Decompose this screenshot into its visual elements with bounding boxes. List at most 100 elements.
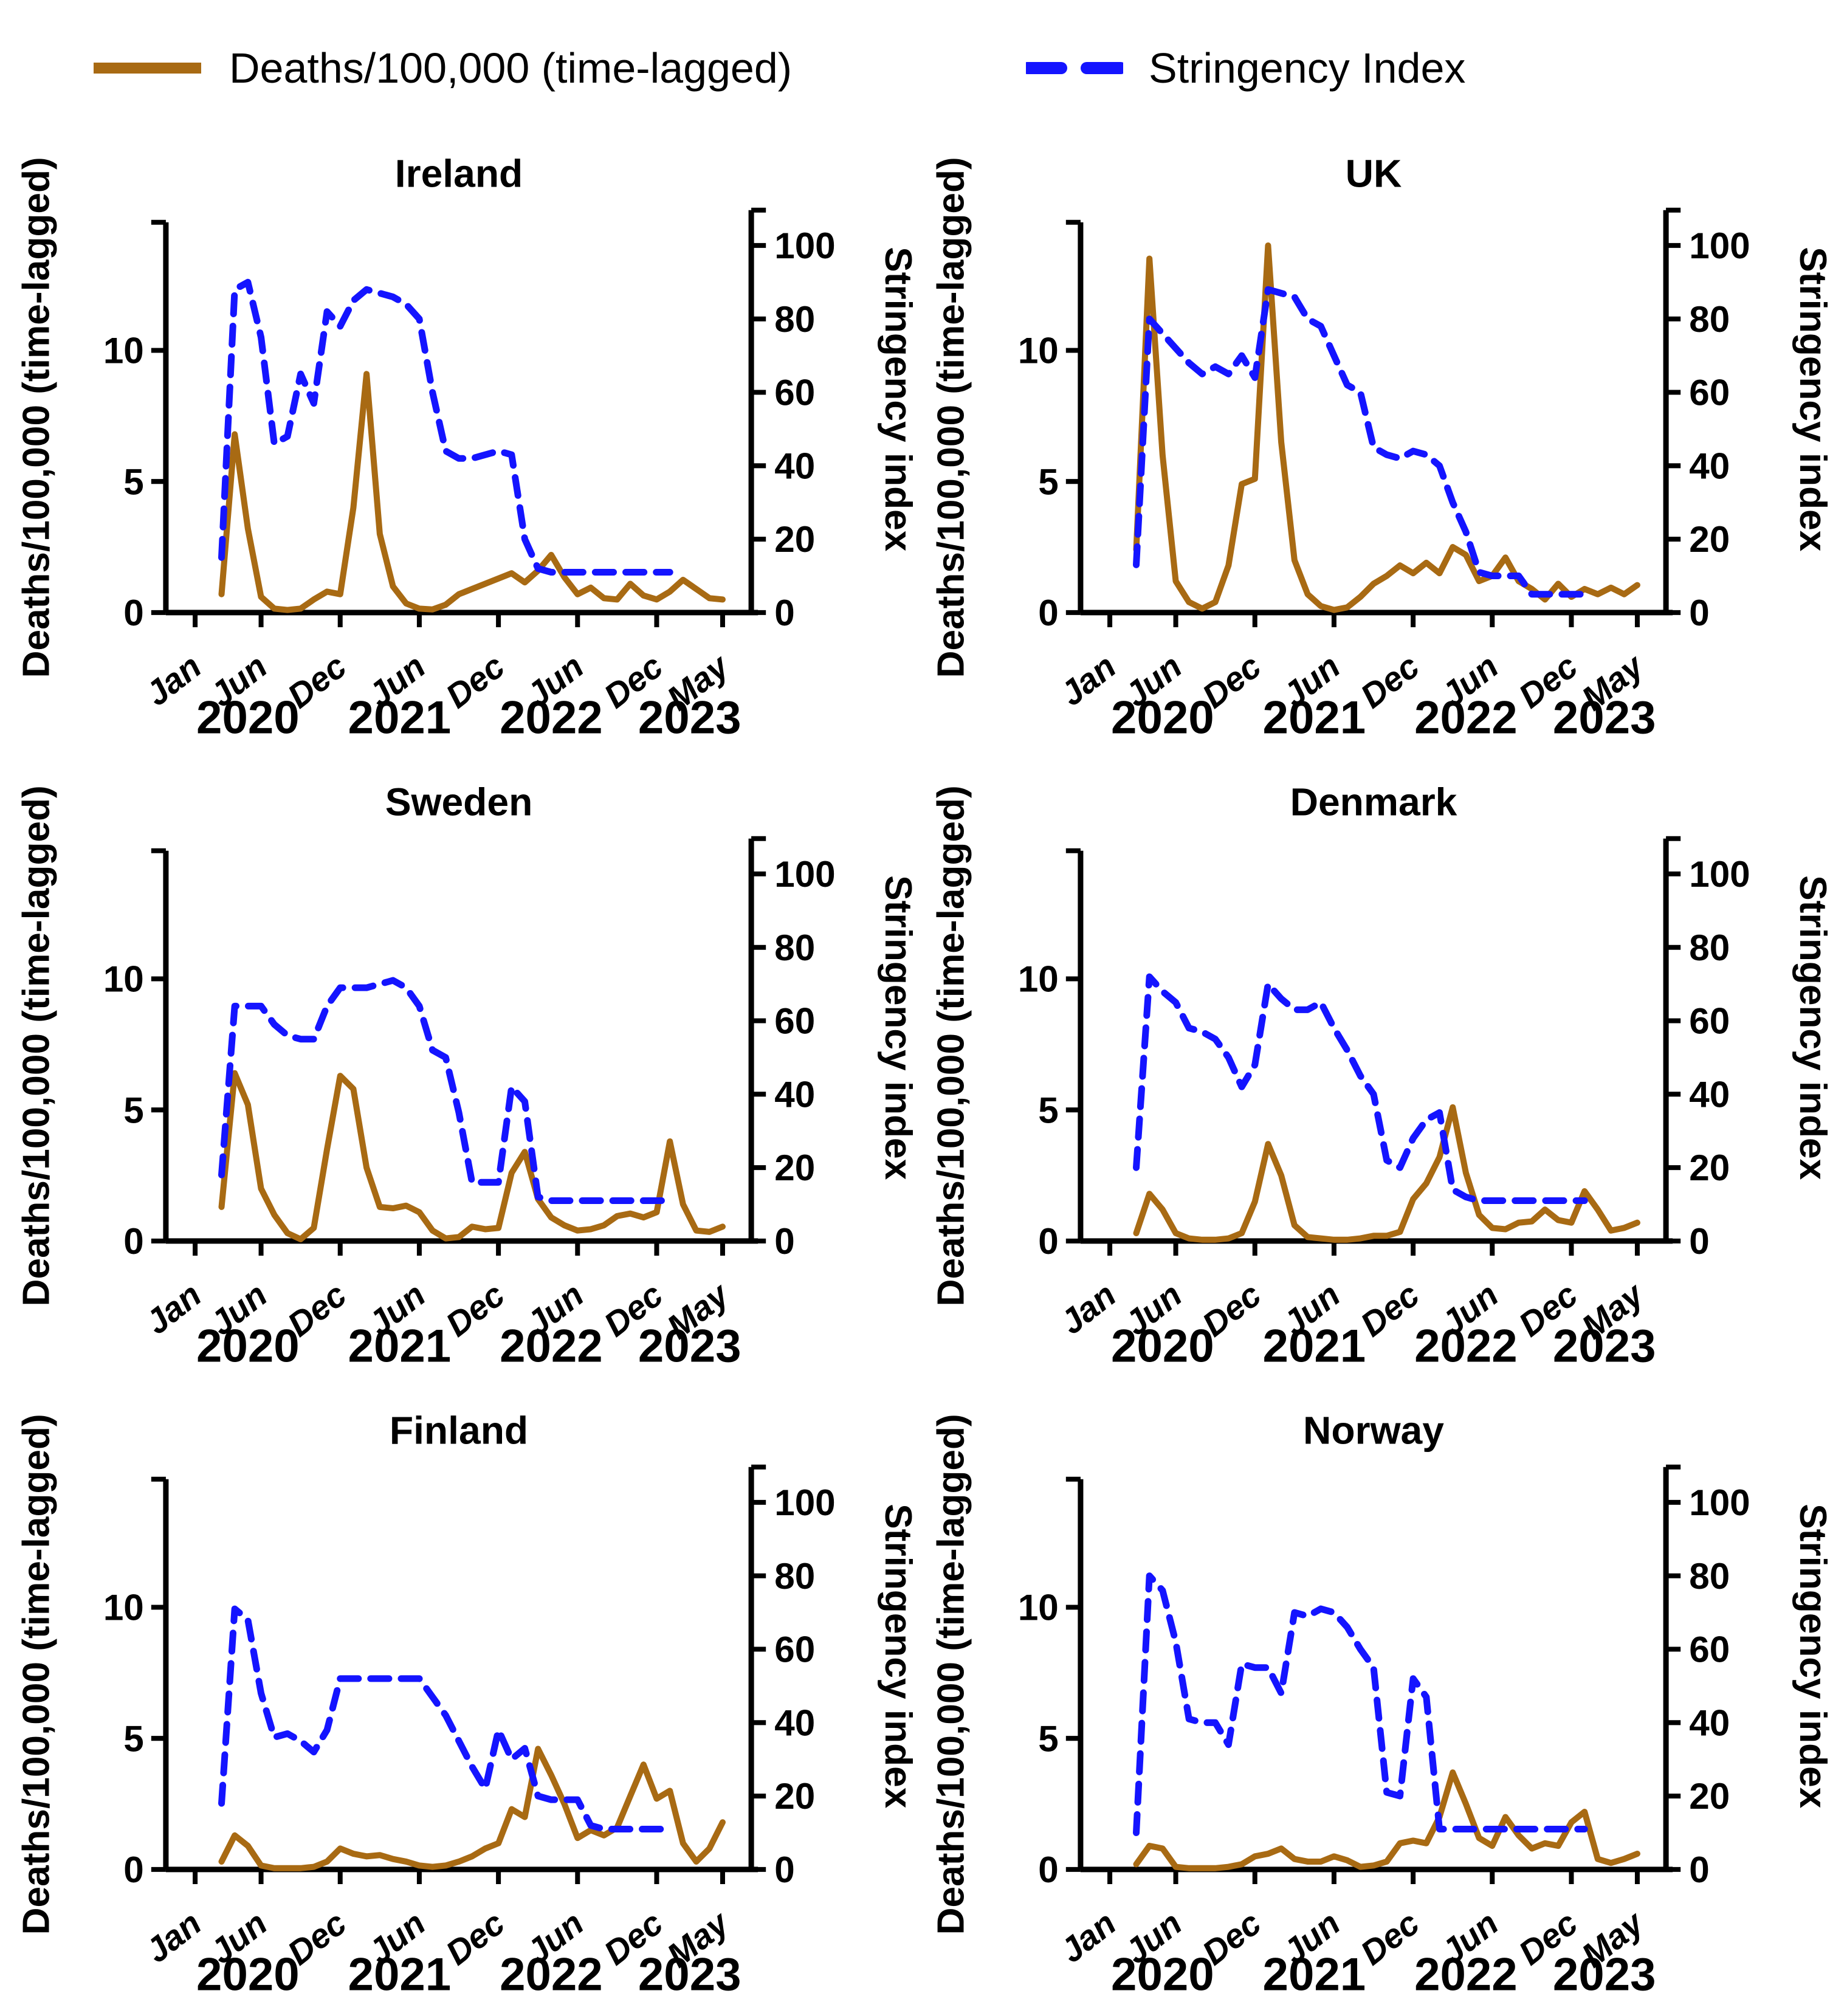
legend-label-deaths: Deaths/100,000 (time-lagged) <box>229 44 793 92</box>
panel-ireland: Ireland 0 5 10 0 20 40 60 80 100 Jan Jun Dec Jun Dec Ju… <box>0 131 915 759</box>
stringency-line <box>1132 286 1588 598</box>
right-tick-label: 100 <box>1689 1482 1750 1523</box>
right-tick-label: 0 <box>1689 593 1709 633</box>
year-label: 2023 <box>638 1949 741 2001</box>
right-tick-label: 40 <box>774 446 815 486</box>
right-axis-title: Stringency index <box>1792 247 1829 551</box>
stringency-line <box>1132 973 1588 1205</box>
right-tick-label: 100 <box>774 854 835 895</box>
left-axis-title: Deaths/100,000 (time-lagged) <box>930 157 972 678</box>
legend-label-stringency: Stringency Index <box>1149 44 1466 92</box>
right-tick-label: 60 <box>774 1629 815 1670</box>
panel-finland: Finland 0 5 10 0 20 40 60 80 100 Jan Jun Dec Jun Dec Ju… <box>0 1388 915 2016</box>
year-label: 2020 <box>1111 1949 1214 2001</box>
left-tick-label: 5 <box>123 1090 143 1130</box>
legend-item-stringency: Stringency Index <box>1026 44 1465 92</box>
left-tick-label: 0 <box>123 1849 143 1890</box>
deaths-line <box>1133 242 1640 613</box>
left-tick-label: 5 <box>1038 1718 1058 1759</box>
left-tick-label: 10 <box>1018 1588 1059 1628</box>
panel-title: Finland <box>390 1409 528 1453</box>
right-tick-label: 80 <box>774 927 815 968</box>
panel-title: Sweden <box>385 780 533 824</box>
deaths-line <box>218 1746 726 1871</box>
deaths-line <box>1133 1769 1640 1871</box>
left-tick-label: 0 <box>123 1221 143 1262</box>
panel-title: Denmark <box>1290 780 1457 824</box>
year-label: 2020 <box>196 1949 300 2001</box>
deaths-line <box>218 1070 726 1242</box>
right-tick-label: 100 <box>774 225 835 266</box>
panel-denmark: Denmark 0 5 10 0 20 40 60 80 100 Jan Jun Dec Jun Dec Ju… <box>915 759 1830 1388</box>
left-tick-label: 5 <box>1038 1090 1058 1130</box>
year-label: 2022 <box>1414 692 1518 744</box>
right-tick-label: 80 <box>1689 1556 1730 1597</box>
right-tick-label: 0 <box>1689 1849 1709 1890</box>
year-label: 2021 <box>348 692 452 744</box>
left-tick-label: 5 <box>123 1718 143 1759</box>
right-axis-title: Stringency index <box>1792 1504 1829 1808</box>
left-tick-label: 0 <box>1038 1849 1058 1890</box>
right-tick-label: 0 <box>1689 1221 1709 1262</box>
right-tick-label: 100 <box>1689 854 1750 895</box>
left-tick-label: 10 <box>1018 959 1059 1000</box>
deaths-line-swatch <box>94 63 201 74</box>
year-label: 2023 <box>1553 1321 1656 1372</box>
year-label: 2022 <box>500 1321 603 1372</box>
right-tick-label: 20 <box>774 1147 815 1188</box>
right-axis-title: Stringency index <box>877 1504 915 1808</box>
right-tick-label: 20 <box>1689 1147 1730 1188</box>
year-label: 2021 <box>348 1321 452 1372</box>
right-tick-label: 40 <box>774 1702 815 1743</box>
year-label: 2021 <box>1263 1321 1366 1372</box>
stringency-line-swatch <box>1026 62 1123 74</box>
right-axis-title: Stringency index <box>877 247 915 551</box>
year-label: 2023 <box>1553 692 1656 744</box>
left-tick-label: 0 <box>123 593 143 633</box>
panel-title: Ireland <box>395 152 523 196</box>
year-label: 2022 <box>1414 1949 1518 2001</box>
right-tick-label: 60 <box>774 1001 815 1042</box>
left-tick-label: 10 <box>1018 331 1059 371</box>
panel-title: Norway <box>1303 1409 1444 1453</box>
right-tick-label: 80 <box>774 1556 815 1597</box>
right-tick-label: 20 <box>774 1776 815 1817</box>
year-label: 2023 <box>638 692 741 744</box>
left-tick-label: 0 <box>1038 593 1058 633</box>
figure-legend: Deaths/100,000 (time-lagged) Stringency … <box>0 0 1830 131</box>
stringency-line <box>218 1605 673 1833</box>
year-label: 2021 <box>348 1949 452 2001</box>
right-tick-label: 0 <box>774 1849 794 1890</box>
panel-title: UK <box>1346 152 1402 196</box>
stringency-line <box>1132 1572 1588 1837</box>
legend-item-deaths: Deaths/100,000 (time-lagged) <box>91 44 792 92</box>
year-label: 2020 <box>1111 1321 1214 1372</box>
left-tick-label: 5 <box>123 461 143 502</box>
right-tick-label: 60 <box>1689 1001 1730 1042</box>
stringency-line <box>218 278 673 576</box>
year-label: 2021 <box>1263 1949 1366 2001</box>
year-label: 2020 <box>196 1321 300 1372</box>
right-axis-title: Stringency index <box>877 875 915 1180</box>
right-tick-label: 20 <box>774 519 815 560</box>
right-tick-label: 0 <box>774 593 794 633</box>
panel-uk: UK 0 5 10 0 20 40 60 80 100 Jan Jun Dec Jun Dec Jun Dec M… <box>915 131 1830 759</box>
deaths-line <box>1133 1104 1640 1243</box>
right-tick-label: 80 <box>1689 299 1730 340</box>
right-tick-label: 100 <box>1689 225 1750 266</box>
left-axis-title: Deaths/100,000 (time-lagged) <box>15 1414 57 1935</box>
left-axis-title: Deaths/100,000 (time-lagged) <box>930 1414 972 1935</box>
stringency-line <box>218 977 673 1205</box>
right-tick-label: 60 <box>1689 1629 1730 1670</box>
right-tick-label: 80 <box>1689 927 1730 968</box>
year-label: 2020 <box>196 692 300 744</box>
year-label: 2023 <box>1553 1949 1656 2001</box>
year-label: 2020 <box>1111 692 1214 744</box>
year-label: 2021 <box>1263 692 1366 744</box>
right-tick-label: 40 <box>1689 1074 1730 1115</box>
